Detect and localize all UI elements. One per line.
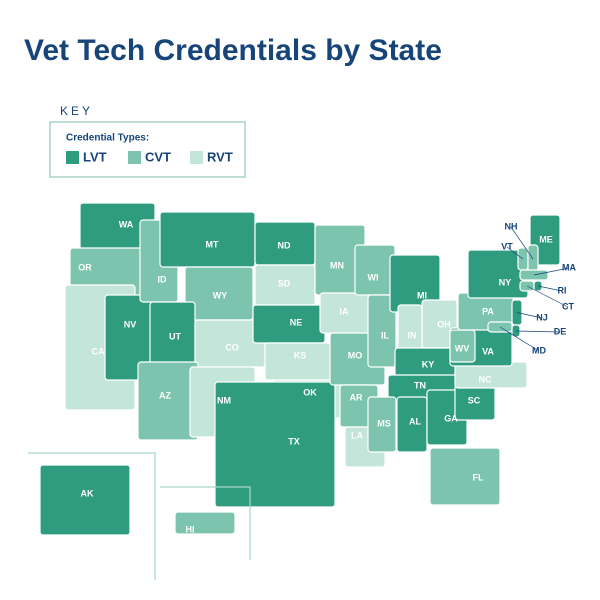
state-label: IN <box>408 330 417 340</box>
state-shape <box>367 294 397 368</box>
legend: LVT CVT RVT <box>66 149 233 164</box>
state-label: CA <box>92 346 105 356</box>
state-label: MS <box>377 418 391 428</box>
key-box <box>49 121 246 178</box>
label-leader <box>506 246 524 260</box>
state-label: MT <box>206 239 219 249</box>
state-label: FL <box>473 472 484 482</box>
state-label: WV <box>455 343 470 353</box>
title: Vet Tech Credentials by State <box>24 34 442 67</box>
state-label: NC <box>479 374 492 384</box>
state-shape <box>429 447 501 506</box>
key-subtitle: Credential Types: <box>66 133 149 144</box>
legend-swatch <box>66 151 79 164</box>
state-shape <box>367 396 397 453</box>
state-label: KY <box>422 359 435 369</box>
label-leader <box>510 226 534 260</box>
state-label: RI <box>558 285 567 295</box>
state-label: NJ <box>536 312 548 322</box>
state-label: MO <box>348 350 363 360</box>
state-shape <box>264 342 341 381</box>
state-label: ND <box>278 240 291 250</box>
state-label: AZ <box>159 390 171 400</box>
state-shape <box>39 464 131 536</box>
legend-label: LVT <box>83 149 107 164</box>
legend-label: CVT <box>145 149 171 164</box>
label-leader <box>526 285 569 308</box>
state-label: UT <box>169 331 181 341</box>
state-shape <box>137 361 199 441</box>
state-label: LA <box>351 430 363 440</box>
state-shape <box>174 511 236 535</box>
state-label: VA <box>482 346 494 356</box>
state-shape <box>214 381 336 508</box>
label-leader <box>499 326 540 352</box>
state-label: NV <box>124 319 137 329</box>
state-label: NY <box>499 277 512 287</box>
state-label: SD <box>278 278 291 288</box>
state-label: NH <box>505 221 518 231</box>
state-label: GA <box>444 413 458 423</box>
state-label: KS <box>294 350 307 360</box>
legend-swatch <box>190 151 203 164</box>
state-label: OR <box>78 262 92 272</box>
legend-swatch <box>128 151 141 164</box>
state-label: HI <box>186 524 195 534</box>
state-label: CO <box>225 342 239 352</box>
hawaii-inset-border <box>160 486 251 560</box>
state-label: AK <box>81 488 94 498</box>
state-labels: WA OR CA NV ID MT WY UT CO AZ NM ND SD NE KS OK TX MN IA MO… <box>78 219 576 534</box>
state-label: SC <box>468 395 481 405</box>
state-label: TX <box>288 436 300 446</box>
label-leader <box>516 312 543 319</box>
state-label: CT <box>562 301 574 311</box>
state-label: DE <box>554 326 567 336</box>
state-label: AL <box>409 416 421 426</box>
state-label: MN <box>330 260 344 270</box>
state-label: IA <box>340 306 350 316</box>
state-label: ME <box>539 234 553 244</box>
label-leader <box>515 330 561 333</box>
state-label: WY <box>213 290 228 300</box>
label-leader <box>537 285 563 292</box>
state-label: IL <box>381 330 390 340</box>
alaska-inset-border <box>28 452 156 580</box>
state-label: ID <box>158 274 168 284</box>
state-label: WI <box>368 272 379 282</box>
state-label: NM <box>217 395 231 405</box>
state-label: AR <box>350 392 363 402</box>
state-label: MI <box>417 290 427 300</box>
states <box>39 202 561 536</box>
legend-label: RVT <box>207 149 233 164</box>
state-label: OK <box>303 387 317 397</box>
state-label: NE <box>290 317 303 327</box>
label-leader <box>533 267 570 276</box>
state-label: MA <box>562 262 576 272</box>
state-shape <box>354 244 396 296</box>
key-heading: KEY <box>60 104 93 118</box>
state-label: OH <box>437 319 451 329</box>
state-label: MD <box>532 345 546 355</box>
state-label: WA <box>119 219 134 229</box>
state-label: TN <box>414 380 426 390</box>
state-label: VT <box>501 241 513 251</box>
state-label: PA <box>482 306 494 316</box>
